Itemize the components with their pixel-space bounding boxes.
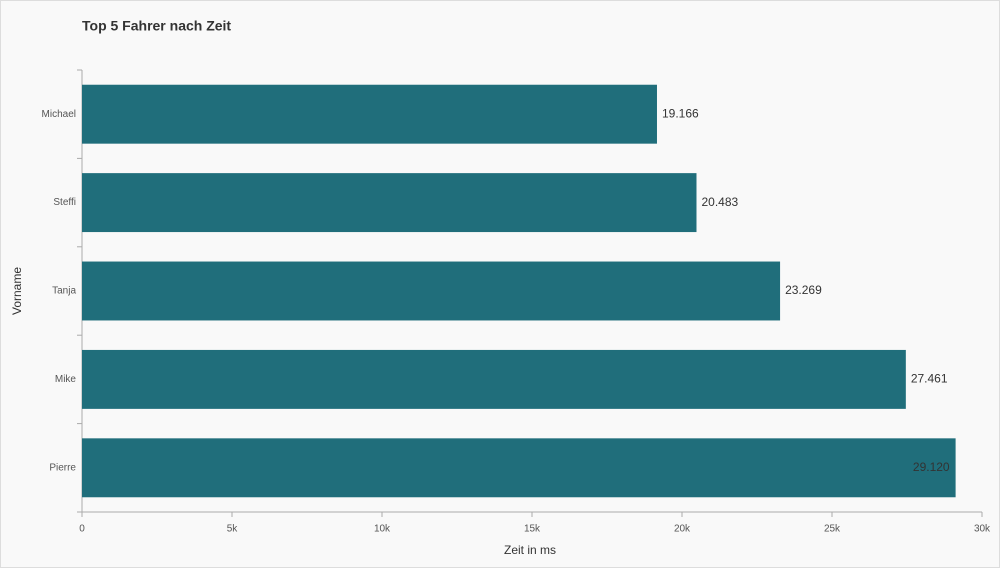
x-axis-title: Zeit in ms [504,543,556,557]
x-tick-label: 20k [674,524,691,535]
bar [82,261,781,321]
bar [82,173,697,233]
value-label: 20.483 [701,195,738,209]
bar [82,349,906,409]
x-tick-label: 5k [227,524,239,535]
value-label: 19.166 [662,106,699,120]
bar [82,84,657,144]
value-label: 27.461 [911,372,948,386]
y-tick-label: Pierre [49,462,76,473]
bar [82,438,956,498]
x-tick-label: 25k [824,524,841,535]
x-tick-label: 15k [524,524,541,535]
chart-title: Top 5 Fahrer nach Zeit [82,18,231,34]
x-tick-label: 0 [79,524,85,535]
x-tick-label: 10k [374,524,391,535]
y-tick-label: Mike [55,374,77,385]
y-tick-label: Michael [42,109,76,120]
y-tick-label: Steffi [53,197,76,208]
value-label: 29.120 [913,460,950,474]
y-axis-title: Vorname [10,267,24,315]
x-tick-label: 30k [974,524,991,535]
y-tick-label: Tanja [52,286,76,297]
value-label: 23.269 [785,283,822,297]
